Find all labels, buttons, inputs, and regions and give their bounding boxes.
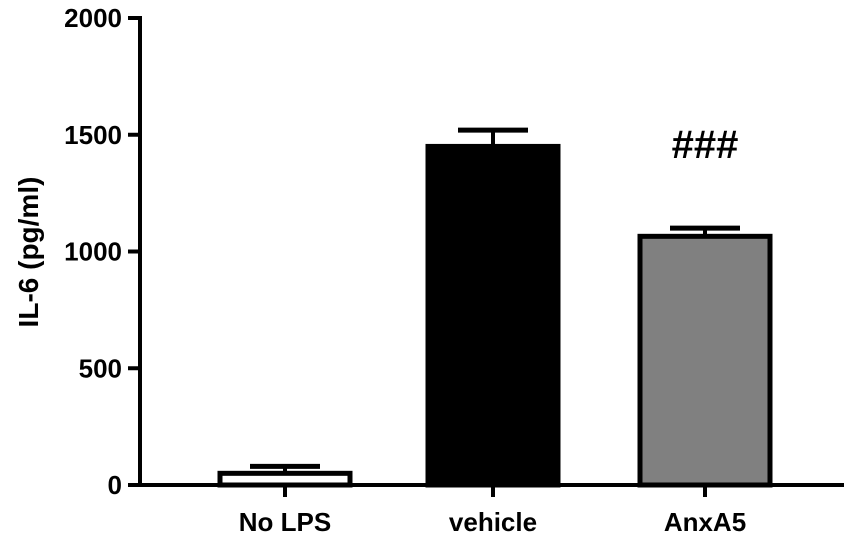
y-tick-label: 2000 bbox=[64, 3, 122, 33]
x-axis: No LPS vehicle AnxA5 bbox=[138, 483, 844, 537]
x-tick-label: No LPS bbox=[239, 507, 331, 537]
y-axis: 0 500 1000 1500 2000 bbox=[64, 3, 142, 500]
y-tick-label: 0 bbox=[108, 470, 122, 500]
x-tick-label: vehicle bbox=[449, 507, 537, 537]
bar-anxa5 bbox=[637, 233, 773, 488]
bar-no-lps bbox=[217, 470, 353, 488]
y-tick-label: 1500 bbox=[64, 120, 122, 150]
x-tick-label: AnxA5 bbox=[664, 507, 746, 537]
bar-series: ### bbox=[217, 123, 773, 488]
y-axis-label: IL-6 (pg/ml) bbox=[13, 177, 44, 328]
bar-vehicle bbox=[425, 143, 561, 488]
significance-annotation: ### bbox=[672, 123, 739, 167]
y-tick-label: 1000 bbox=[64, 237, 122, 267]
y-tick-label: 500 bbox=[79, 353, 122, 383]
